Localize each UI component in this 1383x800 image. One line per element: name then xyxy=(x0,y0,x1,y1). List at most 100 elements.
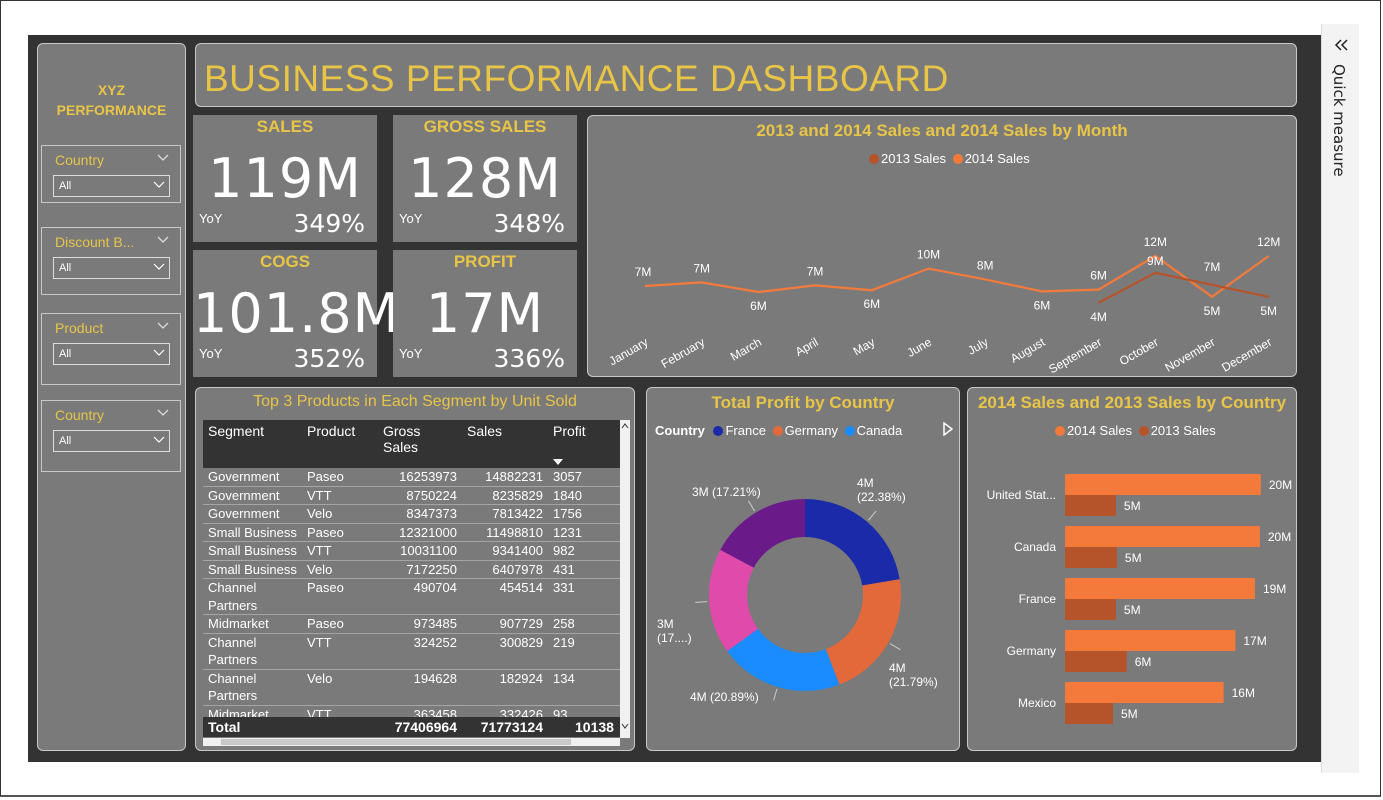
table-cell: 12321000 xyxy=(378,523,462,542)
table-horizontal-scrollbar[interactable] xyxy=(203,738,620,746)
donut-slice xyxy=(709,549,758,652)
legend-swatch xyxy=(1138,426,1149,436)
kpi-card-gross-sales[interactable]: GROSS SALES 128M YoY 348% xyxy=(393,115,577,242)
dropdown-chevron-icon xyxy=(153,181,165,188)
data-label-2013: 4M xyxy=(1090,310,1107,324)
chevron-down-icon[interactable] xyxy=(156,152,170,162)
table-row[interactable]: Government VTT 8750224 8235829 1840 xyxy=(203,486,620,505)
table-cell: Velo xyxy=(302,560,378,579)
bar-2013 xyxy=(1065,547,1117,568)
slice-label: 3M (17.21%) xyxy=(692,485,761,499)
table-row[interactable]: Channel Partners VTT 324252 300829 219 xyxy=(203,633,620,670)
filter-slicer-2[interactable]: Product All xyxy=(41,313,181,385)
column-header-sales[interactable]: Sales xyxy=(462,420,548,468)
filter-slicer-3[interactable]: Country All xyxy=(41,400,181,472)
bar-2013 xyxy=(1065,651,1127,672)
donut-chart-panel[interactable]: Total Profit by Country Country France G… xyxy=(646,387,960,751)
kpi-yoy-value: 352% xyxy=(293,344,365,373)
table-row[interactable]: Midmarket Paseo 973485 907729 258 xyxy=(203,614,620,634)
table-cell: Channel Partners xyxy=(203,578,302,615)
table-row[interactable]: Government Paseo 16253973 14882231 3057 xyxy=(203,468,620,487)
data-label-2014: 7M xyxy=(693,261,710,275)
data-label-2014: 8M xyxy=(977,258,994,272)
legend-item: 2013 Sales xyxy=(1150,423,1216,438)
series-line-2013 xyxy=(1098,271,1269,304)
table-row[interactable]: Small Business Paseo 12321000 11498810 1231 xyxy=(203,523,620,542)
x-tick-label: December xyxy=(1219,335,1274,375)
line-chart-panel[interactable]: 2013 and 2014 Sales and 2014 Sales by Mo… xyxy=(587,115,1297,377)
double-chevron-left-icon[interactable] xyxy=(1333,38,1349,52)
kpi-card-sales[interactable]: SALES 119M YoY 349% xyxy=(193,115,377,242)
chevron-down-icon[interactable] xyxy=(156,320,170,330)
kpi-card-profit[interactable]: PROFIT 17M YoY 336% xyxy=(393,250,577,377)
products-table[interactable]: Segment Product Gross Sales Sales Profit… xyxy=(203,420,620,738)
chart-legend: 2014 Sales 2013 Sales xyxy=(1055,423,1216,438)
legend-title: Country xyxy=(655,423,705,438)
data-label-2014: 20M xyxy=(1269,478,1292,492)
table-cell: Small Business xyxy=(203,541,302,561)
data-label-2013: 5M xyxy=(1124,499,1141,513)
table-cell: Midmarket xyxy=(203,614,302,634)
table-cell: 134 xyxy=(548,669,620,706)
filter-dropdown[interactable]: All xyxy=(53,343,170,365)
legend-item: 2013 Sales xyxy=(881,151,947,166)
sort-descending-icon[interactable] xyxy=(553,459,563,465)
filter-slicer-0[interactable]: Country All xyxy=(41,145,181,203)
table-cell: 182924 xyxy=(462,669,548,706)
filter-label: Product xyxy=(55,320,104,336)
filter-dropdown[interactable]: All xyxy=(53,175,170,197)
table-cell: Paseo xyxy=(302,468,378,487)
bar-chart-panel[interactable]: 2014 Sales and 2013 Sales by Country 201… xyxy=(967,387,1297,751)
filter-slicer-1[interactable]: Discount B... All xyxy=(41,227,181,295)
data-label-2013: 5M xyxy=(1124,603,1141,617)
bar-2013 xyxy=(1065,599,1116,620)
table-cell: Small Business xyxy=(203,523,302,542)
table-cell: 258 xyxy=(548,614,620,634)
table-row[interactable]: Government Velo 8347373 7813422 1756 xyxy=(203,504,620,524)
chart-title: 2013 and 2014 Sales and 2014 Sales by Mo… xyxy=(756,121,1128,140)
data-label-2014: 19M xyxy=(1263,582,1286,596)
scroll-down-icon[interactable] xyxy=(620,722,630,730)
leader-line xyxy=(747,500,755,512)
data-label-2014: 12M xyxy=(1144,235,1167,249)
dropdown-chevron-icon xyxy=(153,349,165,356)
slice-label: 4M xyxy=(857,476,874,490)
table-cell: 1231 xyxy=(548,523,620,542)
table-row[interactable]: Channel Partners Paseo 490704 454514 331 xyxy=(203,578,620,615)
kpi-value: 17M xyxy=(425,282,545,345)
filter-dropdown[interactable]: All xyxy=(53,430,170,452)
table-row[interactable]: Small Business VTT 10031100 9341400 982 xyxy=(203,541,620,561)
scrollbar-thumb[interactable] xyxy=(221,739,571,745)
x-tick-label: January xyxy=(607,335,651,368)
column-header-product[interactable]: Product xyxy=(302,420,378,468)
chart-title: 2014 Sales and 2013 Sales by Country xyxy=(977,393,1287,412)
column-header-profit[interactable]: Profit xyxy=(548,420,620,468)
filter-label: Discount B... xyxy=(55,234,135,250)
column-header-gross-sales[interactable]: Gross Sales xyxy=(378,420,462,468)
data-label-2014: 6M xyxy=(750,299,767,313)
table-row[interactable]: Small Business Velo 7172250 6407978 431 xyxy=(203,560,620,579)
kpi-card-cogs[interactable]: COGS 101.8M YoY 352% xyxy=(193,250,399,377)
data-label-2014: 17M xyxy=(1243,634,1266,648)
scroll-up-icon[interactable] xyxy=(620,422,630,430)
legend-next-icon[interactable] xyxy=(943,422,953,436)
data-label-2014: 7M xyxy=(635,265,652,279)
slice-label: 3M xyxy=(657,617,674,631)
table-row[interactable]: Channel Partners Velo 194628 182924 134 xyxy=(203,669,620,706)
table-cell: Government xyxy=(203,486,302,505)
legend-item: Germany xyxy=(784,423,839,438)
quick-measure-pane[interactable]: Quick measure xyxy=(1321,24,1359,773)
x-tick-label: March xyxy=(728,335,764,364)
data-label-2013: 7M xyxy=(1204,260,1221,274)
chevron-down-icon[interactable] xyxy=(156,234,170,244)
table-vertical-scrollbar[interactable] xyxy=(620,420,630,738)
column-header-segment[interactable]: Segment xyxy=(203,420,302,468)
chevron-down-icon[interactable] xyxy=(156,407,170,417)
table-cell: 7172250 xyxy=(378,560,462,579)
x-tick-label: September xyxy=(1046,335,1104,376)
bar-2014 xyxy=(1065,474,1261,495)
table-cell: Government xyxy=(203,468,302,487)
kpi-yoy-label: YoY xyxy=(199,346,223,361)
filter-dropdown[interactable]: All xyxy=(53,257,170,279)
legend-item: 2014 Sales xyxy=(964,151,1030,166)
